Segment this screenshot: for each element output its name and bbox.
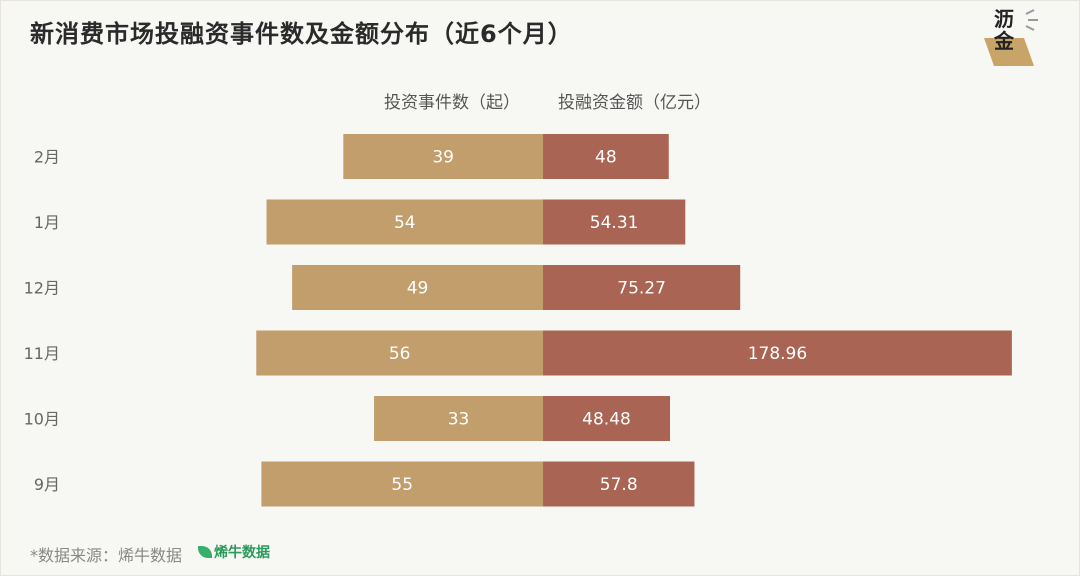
chart-title: 新消费市场投融资事件数及金额分布（近6个月） xyxy=(30,20,573,48)
bar-amount xyxy=(543,265,741,310)
bar-amount xyxy=(543,330,1012,376)
bar-amount-label: 48.48 xyxy=(582,410,631,430)
bar-events-label: 49 xyxy=(407,279,429,299)
category-label: 11月 xyxy=(24,344,60,363)
bar-events-label: 55 xyxy=(391,475,413,495)
bar-events-label: 33 xyxy=(448,410,470,430)
bar-amount xyxy=(543,199,686,245)
bar-events-label: 39 xyxy=(432,148,454,168)
bar-amount-label: 57.8 xyxy=(600,475,638,495)
logo-line2: 金 xyxy=(994,29,1014,53)
leaf-icon xyxy=(198,546,212,558)
category-label: 9月 xyxy=(34,475,60,494)
logo-line1: 沥 xyxy=(994,7,1014,31)
brand-logo: 沥 金 xyxy=(978,8,1042,68)
legend-right-label: 投融资金额（亿元） xyxy=(558,93,711,113)
category-label: 1月 xyxy=(34,213,60,232)
bar-amount-label: 178.96 xyxy=(748,344,807,364)
bar-events-label: 56 xyxy=(389,344,411,364)
bar-amount-label: 48 xyxy=(595,148,617,168)
logo-text: 沥 金 xyxy=(978,8,1030,52)
bar-events xyxy=(256,330,543,376)
category-label: 2月 xyxy=(34,148,60,167)
legend-left-label: 投资事件数（起） xyxy=(384,93,520,113)
bar-amount-label: 54.31 xyxy=(590,213,639,233)
bar-events-label: 54 xyxy=(394,213,416,233)
category-label: 12月 xyxy=(24,279,60,298)
source-brand-text: 烯牛数据 xyxy=(214,545,270,561)
bar-amount xyxy=(543,461,695,507)
bar-events xyxy=(261,461,543,507)
bar-amount xyxy=(543,396,671,441)
category-label: 10月 xyxy=(24,410,60,429)
bar-amount-label: 75.27 xyxy=(617,279,666,299)
bar-events xyxy=(374,396,543,441)
bar-events xyxy=(266,199,543,245)
source-brand-logo: 烯牛数据 xyxy=(198,542,270,562)
bar-events xyxy=(292,265,543,310)
logo-badge-icon xyxy=(984,9,1038,66)
source-text: *数据来源：烯牛数据 xyxy=(30,546,183,565)
bar-amount xyxy=(543,134,669,179)
bar-events xyxy=(343,134,543,179)
